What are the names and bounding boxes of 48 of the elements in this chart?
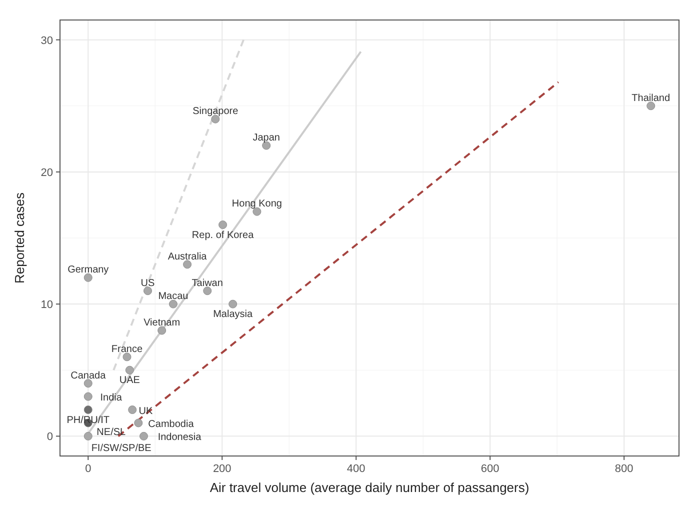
point	[228, 300, 238, 308]
point	[183, 260, 192, 269]
point	[144, 286, 152, 296]
annotation: Japan	[252, 132, 280, 144]
point	[84, 432, 92, 440]
point	[139, 432, 148, 440]
point	[203, 286, 212, 296]
annotation: Vietnam	[144, 317, 180, 328]
point	[84, 379, 92, 388]
point	[168, 300, 178, 308]
annotation: Rep. of Korea	[192, 230, 254, 241]
annotation: France	[111, 344, 143, 355]
annotation: US	[140, 278, 156, 289]
annotation: Canada	[70, 370, 106, 382]
y-tick-label: 30	[40, 34, 53, 47]
annotation: India	[100, 392, 122, 404]
y-axis-title: Reported cases	[12, 192, 27, 284]
x-tick-label: 0	[85, 463, 92, 475]
annotation: Taiwan	[192, 278, 223, 289]
point	[84, 406, 92, 414]
annotation: NE/SL	[96, 426, 126, 438]
y-tick-label: 0	[46, 431, 53, 444]
point	[646, 102, 656, 110]
x-tick-label: 800	[614, 463, 634, 475]
y-tick-label: 20	[40, 166, 53, 179]
annotation: FI/SW/SP/BE	[91, 443, 152, 454]
x-axis-title: Air travel volume (average daily number of passangers)	[210, 480, 530, 495]
point	[134, 418, 143, 428]
point	[158, 326, 166, 335]
y-tick-label: 10	[40, 299, 53, 312]
x-tick-label: 200	[212, 463, 232, 475]
point	[125, 366, 134, 374]
annotation: Malaysia	[213, 309, 253, 320]
annotation: Singapore	[192, 106, 239, 118]
annotation: Australia	[168, 251, 208, 262]
annotation: Indonesia	[158, 432, 202, 444]
annotation: Macau	[158, 291, 188, 302]
annotation: Hong Kong	[232, 198, 282, 210]
x-tick-label: 400	[346, 463, 366, 475]
point	[128, 406, 137, 414]
annotation: Cambodia	[148, 418, 194, 430]
annotation: UAE	[119, 375, 140, 386]
point	[84, 392, 92, 401]
annotation: Germany	[68, 264, 109, 276]
point	[218, 220, 228, 230]
point	[122, 352, 132, 362]
annotation: Thailand	[632, 92, 670, 104]
x-tick-label: 600	[480, 463, 500, 475]
